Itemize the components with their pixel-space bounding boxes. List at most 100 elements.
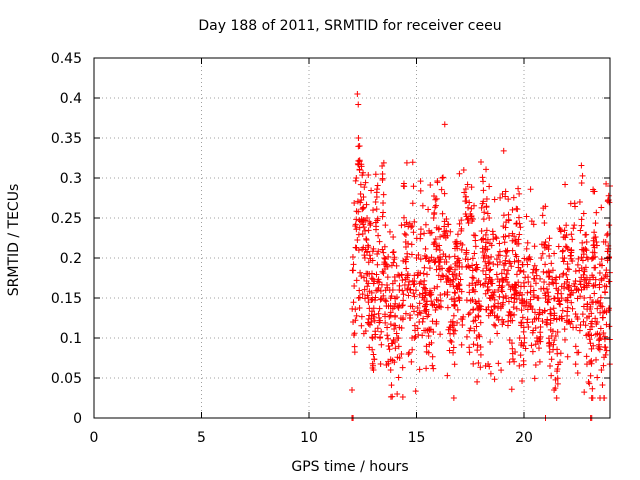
data-point	[466, 309, 473, 316]
data-point	[389, 305, 396, 312]
x-tick-label: 20	[515, 430, 533, 446]
data-point	[592, 315, 599, 322]
data-point	[511, 358, 518, 365]
data-point	[555, 243, 562, 250]
data-point	[391, 277, 398, 284]
data-point	[511, 299, 518, 306]
data-point	[583, 353, 590, 360]
data-point	[426, 227, 433, 234]
data-point	[496, 293, 503, 300]
data-point	[376, 305, 383, 312]
data-point	[586, 380, 593, 387]
data-point	[388, 382, 395, 389]
data-point	[408, 241, 415, 248]
data-point	[425, 332, 432, 339]
data-point	[550, 305, 557, 312]
data-point	[583, 332, 590, 339]
data-point	[531, 243, 538, 250]
data-point	[401, 282, 408, 289]
data-point	[425, 349, 432, 356]
data-point	[379, 176, 386, 183]
data-point	[365, 227, 372, 234]
x-tick-label: 5	[197, 430, 206, 446]
data-point	[446, 265, 453, 272]
data-point	[475, 277, 482, 284]
data-point	[478, 204, 485, 211]
data-point	[543, 286, 550, 293]
data-point	[427, 182, 434, 189]
data-point	[432, 196, 439, 203]
data-point	[545, 274, 552, 281]
data-point	[414, 272, 421, 279]
data-point	[498, 270, 505, 277]
data-point	[524, 319, 531, 326]
data-point	[519, 377, 526, 384]
data-point	[394, 354, 401, 361]
data-point	[410, 229, 417, 236]
data-point	[433, 195, 440, 202]
data-point	[464, 216, 471, 223]
data-point	[510, 194, 517, 201]
data-point	[530, 327, 537, 334]
data-point	[527, 302, 534, 309]
data-point	[427, 292, 434, 299]
data-point	[541, 220, 548, 227]
data-point	[403, 159, 410, 166]
data-point	[362, 179, 369, 186]
data-point	[468, 184, 475, 191]
data-point	[450, 330, 457, 337]
data-point	[432, 258, 439, 265]
data-point	[421, 230, 428, 237]
data-point	[354, 91, 361, 97]
data-point	[377, 334, 384, 341]
data-point	[509, 237, 516, 244]
data-point	[463, 251, 470, 258]
data-point	[546, 348, 553, 355]
data-point	[411, 281, 418, 288]
data-point	[603, 347, 610, 354]
data-point	[392, 295, 399, 302]
data-point	[516, 362, 523, 369]
data-point	[356, 157, 363, 164]
data-point	[570, 289, 577, 296]
data-point	[591, 290, 598, 297]
data-point	[459, 321, 466, 328]
data-point	[429, 353, 436, 360]
data-point	[559, 307, 566, 314]
data-point	[553, 274, 560, 281]
data-point	[513, 220, 520, 227]
data-point	[425, 206, 432, 213]
data-point	[590, 254, 597, 261]
data-point	[485, 279, 492, 286]
data-point	[437, 276, 444, 283]
data-point	[448, 338, 455, 345]
data-point	[361, 286, 368, 293]
data-point	[502, 188, 509, 195]
data-point	[538, 255, 545, 261]
data-point	[447, 228, 454, 235]
data-point	[474, 378, 481, 385]
data-point	[466, 282, 473, 289]
data-point	[360, 204, 367, 211]
data-point	[568, 299, 575, 306]
data-point	[432, 235, 439, 242]
data-point	[548, 260, 555, 267]
data-point	[477, 343, 484, 350]
data-point	[601, 395, 608, 401]
data-point	[581, 389, 588, 396]
data-point	[351, 200, 358, 207]
data-point	[584, 306, 591, 313]
data-point	[440, 273, 447, 280]
data-point	[436, 259, 443, 266]
data-point	[378, 281, 385, 288]
data-point	[547, 326, 554, 333]
data-point	[499, 301, 506, 308]
data-point	[565, 283, 572, 290]
data-point	[594, 298, 601, 305]
data-point	[416, 366, 423, 373]
data-point	[356, 143, 363, 150]
data-point	[472, 237, 479, 244]
data-point	[470, 306, 477, 313]
data-point	[513, 282, 520, 289]
data-point	[554, 375, 561, 382]
